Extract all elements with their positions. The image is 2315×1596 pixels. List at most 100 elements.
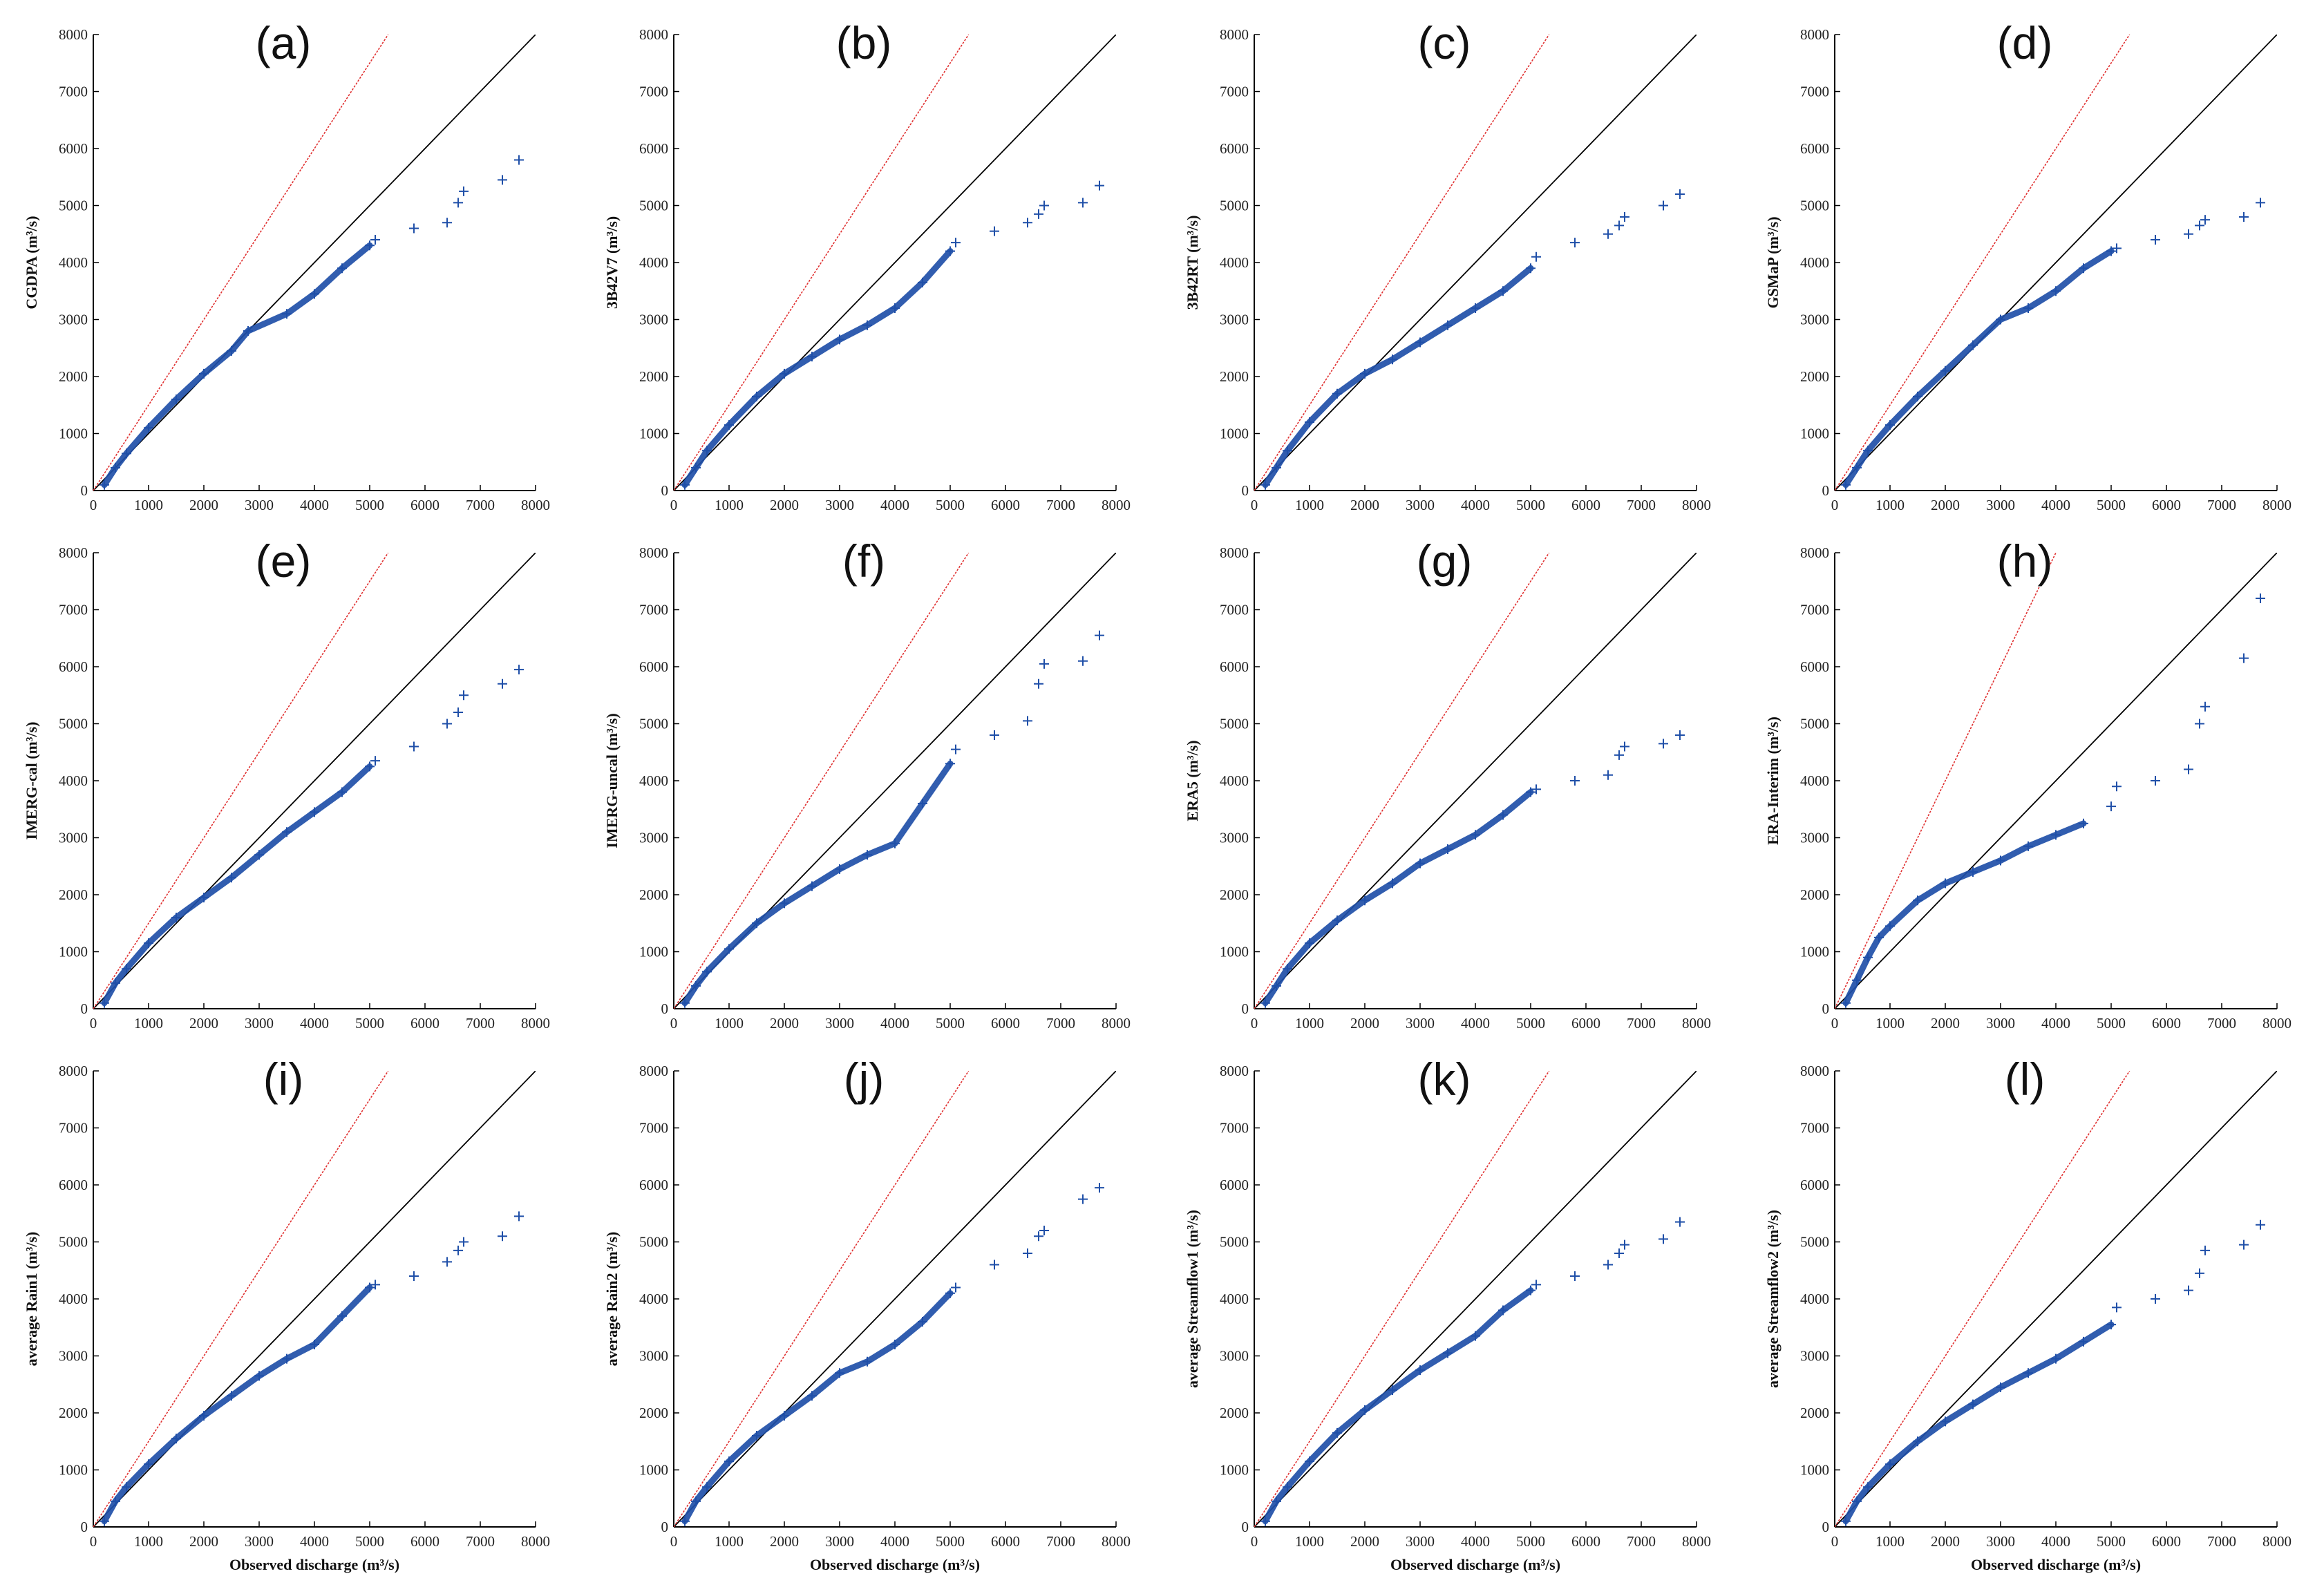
data-point [2051,1353,2061,1364]
data-point [1498,810,1508,820]
y-tick-label: 1000 [1800,1462,1829,1479]
data-point [1996,1382,2005,1392]
data-point [1443,844,1453,854]
y-tick-label: 5000 [1800,1234,1829,1251]
data-point [1039,200,1049,211]
y-axis-title-name: IMERG-uncal [603,754,621,848]
y-tick-label: 7000 [1220,84,1249,100]
data-point [453,1245,463,1255]
y-tick-label: 2000 [59,886,88,903]
y-tick-label: 2000 [1220,368,1249,385]
data-point [2051,830,2061,840]
data-point [1260,479,1270,490]
y-axis-title-name: average Streamflow2 [1764,1251,1782,1388]
data-point [1526,263,1536,274]
data-point [2184,1285,2193,1295]
y-tick-label: 8000 [59,1063,88,1079]
x-axis-title: Observed discharge (m³/s) [1971,1556,2141,1573]
y-tick-label: 1000 [1800,426,1829,442]
y-tick-label: 8000 [1800,1063,1829,1079]
data-point [1443,320,1453,330]
y-tick-label: 0 [1822,482,1830,499]
data-point [779,368,789,379]
y-tick-label: 0 [1242,1000,1249,1017]
y-tick-label: 5000 [639,1234,668,1251]
data-point [807,1391,817,1401]
chart-panel-a: 00 1000 1000 2000 2000 3000 3000 4000 4000 5000 50… [23,17,550,513]
x-tick-label: 7000 [1046,1015,1075,1032]
data-point [1471,1331,1480,1341]
data-point [1260,998,1270,1008]
y-axis-title: 3B42V7 (m³/s) [603,216,621,309]
y-tick-label: 0 [661,1519,669,1535]
y-tick-label: 8000 [59,544,88,561]
data-point [171,1434,181,1444]
data-point [199,1411,209,1421]
y-tick-label: 7000 [59,602,88,618]
data-point [1863,952,1873,962]
data-point [1603,229,1613,239]
x-tick-label: 6000 [1571,1015,1600,1032]
data-point [227,873,236,883]
chart-panel-f: 00 1000 1000 2000 2000 3000 3000 4000 4000 5000 50… [603,535,1131,1032]
y-tick-label: 7000 [1800,602,1829,618]
data-point [691,981,701,991]
x-tick-label: 0 [1251,497,1258,513]
y-tick-label: 8000 [1220,544,1249,561]
data-point [1852,975,1862,985]
one-to-one-line [674,1071,1116,1527]
x-tick-label: 8000 [1682,1533,1711,1550]
data-point [1260,1516,1270,1526]
data-point [1526,787,1536,797]
data-point [680,479,690,490]
data-point [1570,238,1580,248]
y-axis-title-name: 3B42V7 [603,258,621,310]
data-point [227,345,236,356]
panel-label: (e) [256,535,312,587]
y-tick-label: 1000 [639,426,668,442]
y-axis-title: ERA5 (m³/s) [1184,740,1201,821]
x-tick-label: 4000 [880,497,909,513]
y-tick-label: 6000 [1800,658,1829,675]
data-point [835,1368,844,1378]
chart-panel-k: 00 1000 1000 2000 2000 3000 3000 4000 4000 5000 50… [1184,1054,1711,1573]
data-point [1913,1436,1922,1447]
y-axis-title-name: ERA-Interim [1764,758,1782,845]
x-tick-label: 6000 [410,497,440,513]
data-point [1913,895,1922,906]
y-axis-title-unit: (m³/s) [1764,1210,1782,1251]
chart-panel-e: 00 1000 1000 2000 2000 3000 3000 4000 4000 5000 50… [23,535,550,1032]
y-tick-label: 5000 [1220,198,1249,214]
reference-lines [93,553,536,1009]
data-point [1852,1496,1862,1506]
x-tick-label: 3000 [245,1533,274,1550]
x-tick-label: 1000 [1875,1533,1905,1550]
data-point [1415,858,1425,868]
data-point [724,944,734,954]
data-point [2112,243,2122,254]
data-point [990,226,999,236]
y-tick-label: 7000 [59,84,88,100]
red-reference-line [1254,35,1550,491]
data-point [1940,1416,1950,1427]
data-point [2256,593,2265,603]
data-point [459,690,469,701]
y-axis-title: average Streamflow2 (m³/s) [1764,1210,1782,1388]
red-reference-line [93,553,389,1009]
y-axis-title-name: average Rain2 [603,1273,621,1366]
y-tick-label: 6000 [639,140,668,157]
panel-label: (i) [263,1054,304,1105]
data-point [2151,235,2160,245]
x-tick-label: 0 [1831,1015,1839,1032]
data-point [2023,1368,2033,1378]
data-point [1360,1405,1370,1415]
series-band [681,760,954,1007]
y-tick-label: 3000 [1800,830,1829,846]
x-tick-label: 1000 [1295,1533,1324,1550]
y-tick-label: 0 [81,482,88,499]
x-tick-label: 8000 [1102,1015,1131,1032]
y-tick-label: 1000 [639,1462,668,1479]
x-tick-label: 2000 [770,1533,799,1550]
x-tick-label: 4000 [300,1015,329,1032]
red-reference-line [1254,553,1550,1009]
